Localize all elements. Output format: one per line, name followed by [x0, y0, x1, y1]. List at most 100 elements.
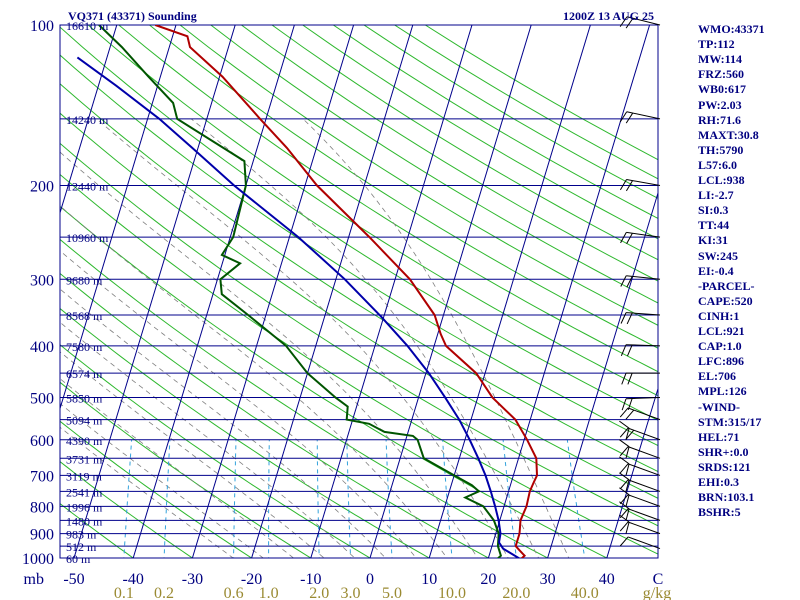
- height-label: 9680 m: [66, 273, 103, 287]
- barb-flag: [626, 312, 633, 325]
- barb-staff: [627, 427, 661, 441]
- barb-flag: [619, 111, 628, 123]
- height-label: 1996 m: [66, 500, 103, 514]
- barb-flag: [619, 487, 630, 496]
- dry-adiabat: [241, 25, 658, 282]
- pressure-label: 400: [30, 339, 54, 356]
- barb-flag: [619, 463, 629, 474]
- index-item: EI:-0.4: [698, 263, 734, 278]
- index-item: MPL:126: [698, 384, 747, 399]
- isotherm: [60, 25, 118, 215]
- barb-flag: [619, 439, 630, 448]
- barb-flag: [627, 372, 633, 385]
- temperature-label: -10: [300, 571, 321, 588]
- barb-flag: [619, 501, 630, 510]
- wind-barb: [621, 372, 660, 385]
- index-item: FRZ:560: [698, 67, 744, 82]
- index-item: EHI:0.3: [698, 475, 740, 489]
- index-item: RH:71.6: [698, 112, 741, 127]
- dry-adiabat: [87, 25, 658, 397]
- height-label: 60 m: [66, 552, 91, 566]
- temperature-label: -20: [241, 571, 262, 588]
- moist-adiabat: [96, 118, 509, 558]
- dry-adiabat: [60, 461, 194, 558]
- wind-barb: [619, 514, 630, 534]
- chart-time: 1200Z 13 AUG 25: [563, 9, 654, 23]
- pressure-label: 500: [30, 391, 54, 408]
- height-label: 2541 m: [66, 485, 103, 499]
- barb-flag: [620, 344, 627, 356]
- isotherm: [428, 25, 591, 558]
- mixing-ratio-label: 0.2: [154, 585, 174, 600]
- dry-adiabat: [60, 272, 490, 558]
- wind-barb: [619, 494, 661, 507]
- mixing-ratio-line: [233, 439, 237, 558]
- barb-flag: [619, 16, 628, 27]
- index-item: SRDS:121: [698, 459, 751, 474]
- height-label: 512 m: [66, 540, 97, 554]
- mixing-ratio-line: [316, 439, 320, 558]
- barb-staff: [625, 463, 630, 476]
- mixing-ratio-label: 5.0: [382, 585, 402, 600]
- index-item: KI:31: [698, 233, 728, 248]
- wind-barb: [619, 420, 630, 440]
- dry-adiabat: [210, 25, 658, 304]
- dry-adiabat: [60, 142, 658, 527]
- barb-flag: [619, 456, 630, 465]
- barb-flag: [619, 407, 629, 418]
- mixing-ratio-line: [442, 439, 453, 558]
- height-label: 14240 m: [66, 113, 109, 127]
- temperature-label: -30: [182, 571, 203, 588]
- barb-flag: [625, 17, 634, 29]
- index-item: LCL:921: [698, 324, 745, 338]
- parcel-line: [76, 56, 521, 558]
- temperature-label: -40: [123, 571, 144, 588]
- pressure-label: 100: [30, 18, 54, 35]
- height-label: 1480 m: [66, 514, 103, 528]
- barb-staff: [625, 479, 630, 492]
- wind-barb: [619, 446, 661, 459]
- dry-adiabats: [60, 25, 658, 558]
- sounding-traces: [76, 25, 539, 558]
- mixing-ratio-line: [123, 439, 133, 558]
- mixing-ratio-label: g/kg: [643, 585, 671, 600]
- dry-adiabat: [60, 307, 431, 558]
- moist-adiabat: [60, 250, 417, 558]
- index-item: SHR+:0.0: [698, 444, 749, 459]
- isotherm: [0, 1, 6, 570]
- wind-barb: [619, 501, 630, 521]
- barb-staff: [627, 536, 661, 550]
- wind-barb: [619, 521, 661, 535]
- temperature-label: 40: [599, 571, 615, 588]
- isotherm: [251, 25, 414, 558]
- pressure-label: 900: [30, 527, 54, 544]
- index-item: EL:706: [698, 369, 737, 384]
- temperature-line: [154, 25, 539, 558]
- wind-barb: [621, 397, 661, 411]
- height-label: 983 m: [66, 528, 97, 542]
- height-label: 3119 m: [66, 469, 103, 483]
- index-item: WB0:617: [698, 82, 746, 97]
- mixing-ratio-line: [163, 439, 171, 558]
- isotherm: [73, 25, 236, 558]
- barb-staff: [625, 494, 630, 507]
- temperature-label: 30: [540, 571, 556, 588]
- index-item: TH:5790: [698, 142, 744, 157]
- isotherm: [60, 25, 177, 411]
- dry-adiabat: [118, 25, 658, 373]
- wind-barbs: [619, 16, 661, 550]
- height-label: 3731 m: [66, 452, 103, 466]
- wind-barb: [619, 472, 630, 492]
- wind-barb: [620, 231, 661, 244]
- barb-flag: [626, 276, 633, 288]
- index-item: TP:112: [698, 37, 735, 52]
- index-item: LCL:938: [698, 173, 745, 187]
- mixing-ratio-label: 3.0: [341, 585, 361, 600]
- moist-adiabat: [191, 118, 540, 558]
- moist-adiabat: [60, 321, 356, 558]
- dry-adiabat: [149, 25, 658, 349]
- barb-flag: [619, 420, 630, 429]
- barb-flag: [621, 398, 627, 411]
- dry-adiabat: [271, 25, 658, 261]
